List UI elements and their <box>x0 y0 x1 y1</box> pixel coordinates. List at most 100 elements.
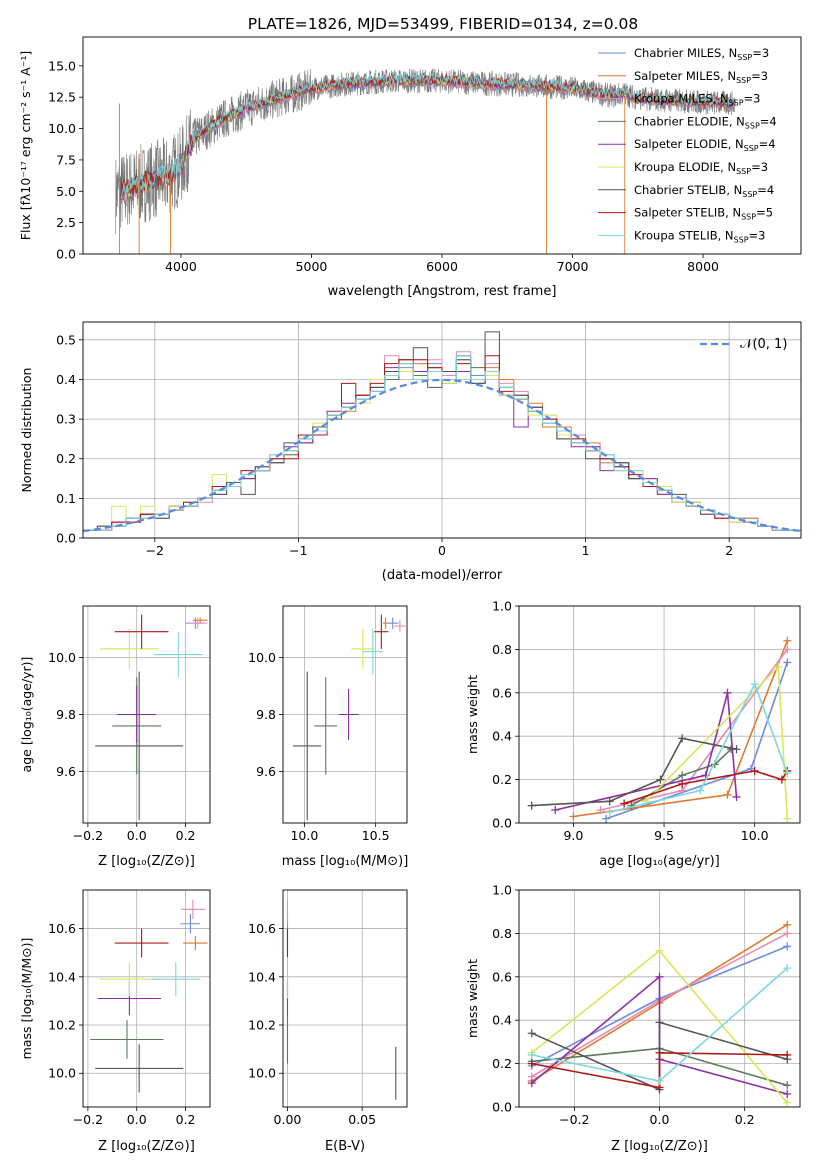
plot-area <box>527 920 792 1107</box>
weight-marker-salpeter_stelib <box>527 1059 536 1068</box>
weight-marker-kroupa_stelib <box>696 786 705 795</box>
x-tick-label: 6000 <box>426 259 458 274</box>
model-spectrum-kroupa_stelib <box>120 72 735 200</box>
chart-age_vs_mass: 10.0 10.5 9.6 9.8 10.0 mass [log₁₀(M/M⊙)] <box>248 605 409 869</box>
axes-frame <box>82 889 211 1108</box>
x-axis-label: mass [log₁₀(M/M⊙)] <box>282 854 409 869</box>
y-tick-label: 0.2 <box>492 1056 512 1071</box>
legend-label-subscript: SSP <box>745 121 760 130</box>
x-tick-label: 9.0 <box>563 828 583 843</box>
y-axis-label: Normed distribution <box>19 368 34 493</box>
y-tick-label: 10.0 <box>48 650 76 665</box>
weight-marker-kroupa_elodie <box>783 1098 792 1107</box>
y-tick-label: 10.0 <box>248 1066 276 1081</box>
legend-label-nssp: =4 <box>759 137 776 151</box>
y-tick-label: 0.5 <box>56 332 76 347</box>
weight-marker-chabrier_miles <box>602 814 611 823</box>
chart-spectrum: 4000 5000 6000 7000 8000 0.0 2.5 5.0 7.5 10.0 12.5… <box>18 36 802 299</box>
legend-label-name: Chabrier STELIB, N <box>634 183 742 197</box>
y-tick-label: 0.4 <box>492 729 512 744</box>
legend-label-name: Chabrier MILES, N <box>634 46 737 60</box>
axes-frame <box>518 605 801 824</box>
y-tick-label: 0.2 <box>56 451 76 466</box>
weight-marker-chabrier_stelib <box>732 745 741 754</box>
weight-marker-kroupa_elodie <box>774 662 783 671</box>
chart-mass_vs_ebv: 0.00 0.05 10.0 10.2 10.4 10.6 E(B-V) <box>248 889 408 1154</box>
legend-label-normal: 𝒩(0, 1) <box>740 337 787 352</box>
legend-label-name: Chabrier ELODIE, N <box>634 114 745 128</box>
x-tick-label: −0.2 <box>73 828 103 843</box>
y-tick-label: 10.0 <box>48 1066 76 1081</box>
y-axis-label: age [log₁₀(age/yr)] <box>19 657 34 773</box>
y-tick-label: 12.5 <box>48 90 76 105</box>
legend-label-subscript: SSP <box>741 213 756 222</box>
x-tick-label: 0.2 <box>735 1112 755 1127</box>
y-tick-label: 0.0 <box>56 247 76 262</box>
legend-label-subscript: SSP <box>736 76 751 85</box>
axes-frame <box>282 889 408 1108</box>
x-tick-label: 0.0 <box>127 1112 147 1127</box>
weight-line-kroupa_stelib <box>609 682 789 813</box>
legend-label-chabrier_elodie: Chabrier ELODIE, NSSP=4 <box>634 114 777 130</box>
legend-label-salpeter_stelib: Salpeter STELIB, NSSP=5 <box>634 206 773 222</box>
y-tick-label: 10.0 <box>248 650 276 665</box>
legend-label-nssp: =3 <box>751 69 768 83</box>
chart-age_vs_Z: −0.2 0.0 0.2 9.6 9.8 10.0 Z [log₁₀(Z/Z⊙)] age [… <box>19 605 211 869</box>
legend-label-name: Kroupa MILES, N <box>634 92 729 106</box>
weight-marker-kroupa_stelib <box>655 1076 664 1085</box>
weight-marker-salpeter_miles <box>723 790 732 799</box>
legend-label-name: Salpeter MILES, N <box>634 69 736 83</box>
plot-area <box>286 899 397 1100</box>
y-tick-label: 0.2 <box>492 772 512 787</box>
legend-label-nssp: =3 <box>752 46 769 60</box>
x-tick-label: 4000 <box>165 259 197 274</box>
weight-marker-kroupa_miles <box>783 645 792 654</box>
weight-marker-chabrier_stelib <box>605 797 614 806</box>
x-tick-label: 1 <box>582 543 590 558</box>
x-tick-label: −0.2 <box>559 1112 589 1127</box>
x-tick-label: 5000 <box>296 259 328 274</box>
legend-label-nssp: =4 <box>757 183 774 197</box>
x-tick-label: 2 <box>725 543 733 558</box>
weight-marker-chabrier_stelib <box>656 775 665 784</box>
weight-marker-kroupa_stelib <box>750 680 759 689</box>
weight-marker-salpeter_stelib <box>620 799 629 808</box>
figure-title: PLATE=1826, MJD=53499, FIBERID=0134, z=0… <box>248 15 638 33</box>
legend-label-subscript: SSP <box>734 235 749 244</box>
x-tick-label: 7000 <box>557 259 589 274</box>
x-axis-label: wavelength [Angstrom, rest frame] <box>328 284 557 299</box>
x-tick-label: 0.00 <box>274 1112 302 1127</box>
chart-mass_vs_Z: −0.2 0.0 0.2 10.0 10.2 10.4 10.6 Z [log₁₀(Z/Z⊙)… <box>19 889 211 1154</box>
y-tick-label: 0.8 <box>492 926 512 941</box>
x-tick-label: −1 <box>289 543 307 558</box>
y-tick-label: 0.4 <box>492 1013 512 1028</box>
plot-area <box>527 636 792 823</box>
weight-marker-salpeter_elodie <box>551 805 560 814</box>
legend-label-subscript: SSP <box>742 190 757 199</box>
weight-marker-chabrier_miles <box>783 658 792 667</box>
chart-weight_vs_Z: −0.2 0.0 0.2 0.0 0.2 0.4 0.6 0.8 1.0 Z [log₁₀(Z/Z… <box>465 883 801 1154</box>
x-tick-label: 0.2 <box>176 1112 196 1127</box>
y-tick-label: 0.6 <box>492 685 512 700</box>
normal-curve-line <box>83 378 801 533</box>
y-tick-label: 10.4 <box>248 969 276 984</box>
weight-marker-salpeter_elodie <box>655 972 664 981</box>
y-tick-label: 10.6 <box>48 921 76 936</box>
y-tick-label: 10.2 <box>248 1018 276 1033</box>
weight-marker-salpeter_elodie <box>732 792 741 801</box>
y-tick-label: 9.6 <box>56 764 76 779</box>
y-tick-label: 9.8 <box>56 707 76 722</box>
x-axis-label: age [log₁₀(age/yr)] <box>599 854 720 869</box>
x-axis-label: Z [log₁₀(Z/Z⊙)] <box>611 1139 708 1154</box>
x-tick-label: 0.0 <box>650 1112 670 1127</box>
x-axis-label: (data-model)/error <box>382 568 503 583</box>
histogram-kroupa_stelib <box>83 355 801 531</box>
weight-marker-salpeter_stelib <box>655 1048 664 1057</box>
y-axis-label: mass [log₁₀(M/M⊙)] <box>19 938 34 1060</box>
legend-label-name: Kroupa ELODIE, N <box>634 160 736 174</box>
weight-line-salpeter_elodie <box>531 975 788 1095</box>
legend-label-nssp: =5 <box>756 206 773 220</box>
weight-marker-kroupa_miles <box>596 805 605 814</box>
weight-marker-salpeter_stelib <box>678 779 687 788</box>
